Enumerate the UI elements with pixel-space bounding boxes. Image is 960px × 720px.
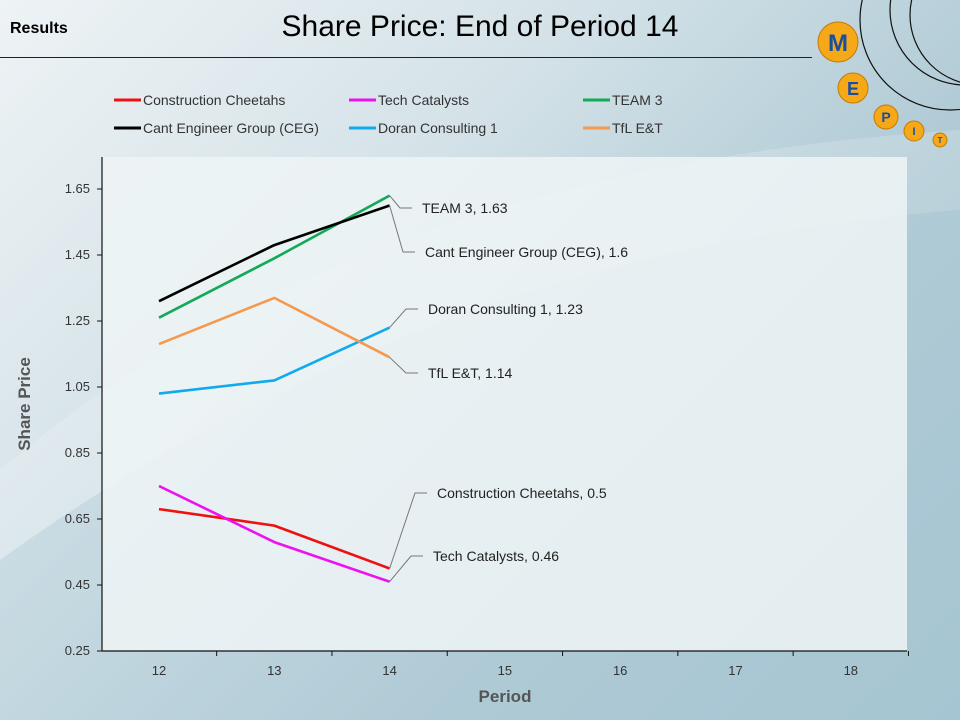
logo-letter-e: E (847, 79, 859, 99)
y-tick-label: 1.65 (65, 181, 90, 196)
series-line-1 (158, 484, 391, 583)
data-label-leader (389, 356, 418, 374)
data-labels: Construction Cheetahs, 0.5 Tech Catalysts… (389, 195, 628, 583)
series-line-5 (158, 296, 391, 359)
y-tick-label: 1.45 (65, 247, 90, 262)
chart-axes: 0.25 0.45 0.65 0.85 1.05 1.25 1.45 1.65 12 13 14 15… (65, 157, 909, 678)
legend-entry: Construction Cheetahs (143, 92, 285, 108)
data-label: TfL E&T, 1.14 (428, 365, 513, 381)
x-tick-label: 13 (267, 663, 281, 678)
logo-letter-p: P (881, 109, 890, 125)
x-tick-label: 14 (382, 663, 396, 678)
y-axis-title: Share Price (15, 357, 34, 451)
plot-area (102, 157, 907, 651)
legend-entry: TEAM 3 (612, 92, 663, 108)
mepit-logo: M E P I T (817, 0, 960, 148)
data-label-leader (389, 195, 412, 209)
series-line-0 (158, 507, 391, 570)
logo-ball-t: T (932, 132, 948, 148)
header-divider (0, 57, 812, 58)
data-label-leader (389, 205, 415, 253)
x-tick-label: 15 (498, 663, 512, 678)
data-label: Construction Cheetahs, 0.5 (437, 485, 607, 501)
logo-ball-i: I (903, 120, 925, 142)
chart-legend: Construction Cheetahs Tech Catalysts TEAM … (114, 92, 663, 136)
logo-letter-t: T (938, 136, 943, 145)
x-tick-label: 18 (844, 663, 858, 678)
data-label: Cant Engineer Group (CEG), 1.6 (425, 244, 628, 260)
logo-letter-m: M (828, 30, 848, 57)
page-title: Share Price: End of Period 14 (281, 10, 679, 43)
x-tick-label: 12 (152, 663, 166, 678)
y-tick-label: 0.45 (65, 577, 90, 592)
x-tick-label: 16 (613, 663, 627, 678)
legend-entry: Cant Engineer Group (CEG) (143, 120, 319, 136)
logo-ball-m: M (817, 21, 859, 63)
data-label: Tech Catalysts, 0.46 (433, 548, 559, 564)
y-tick-label: 0.65 (65, 511, 90, 526)
legend-entry: Tech Catalysts (378, 92, 469, 108)
logo-arc-middle (889, 0, 960, 86)
logo-ball-p: P (873, 104, 899, 130)
series-layer (158, 194, 391, 583)
y-tick-label: 1.05 (65, 379, 90, 394)
data-label-leader (389, 492, 427, 569)
logo-ball-e: E (837, 72, 869, 104)
x-tick-label: 17 (728, 663, 742, 678)
data-label-leader (389, 308, 418, 328)
y-tick-label: 0.25 (65, 643, 90, 658)
series-line-4 (158, 326, 391, 395)
data-label: Doran Consulting 1, 1.23 (428, 301, 583, 317)
legend-entry: TfL E&T (612, 120, 663, 136)
logo-arc-outer (859, 0, 960, 111)
section-label: Results (10, 20, 68, 37)
logo-letter-i: I (912, 126, 915, 138)
series-line-3 (158, 204, 391, 303)
logo-arc-inner (909, 0, 960, 83)
y-tick-label: 0.85 (65, 445, 90, 460)
data-label: TEAM 3, 1.63 (422, 200, 508, 216)
x-axis-title: Period (479, 687, 532, 706)
series-line-2 (158, 194, 391, 319)
legend-entry: Doran Consulting 1 (378, 120, 498, 136)
y-tick-label: 1.25 (65, 313, 90, 328)
data-label-leader (389, 555, 423, 583)
